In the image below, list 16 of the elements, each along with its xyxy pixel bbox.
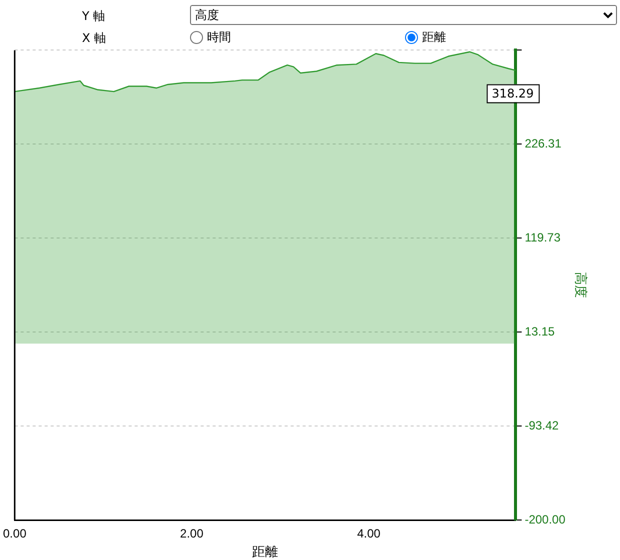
x-tick-label: 0.00 (3, 526, 27, 541)
y-tick-label: 13.15 (524, 324, 556, 338)
text: 時間 (207, 29, 231, 46)
y-axis-title: 高度 (190, 5, 617, 25)
x-tick-label: 2.00 (180, 526, 204, 541)
text: 高度 (574, 272, 589, 298)
y-tick-label: 119.73 (524, 230, 561, 244)
x-tick-label: 4.00 (357, 526, 381, 541)
annotation: 318.29 (492, 86, 534, 100)
text: 距離 (252, 544, 278, 559)
x-axis-title: 距離 (422, 29, 446, 46)
y-tick-label: -200.00 (524, 512, 566, 526)
y-tick-label: 226.31 (524, 136, 562, 150)
text: X 軸 (82, 30, 106, 47)
y-tick-label: -93.42 (524, 418, 560, 432)
text: Y 軸 (82, 8, 106, 25)
